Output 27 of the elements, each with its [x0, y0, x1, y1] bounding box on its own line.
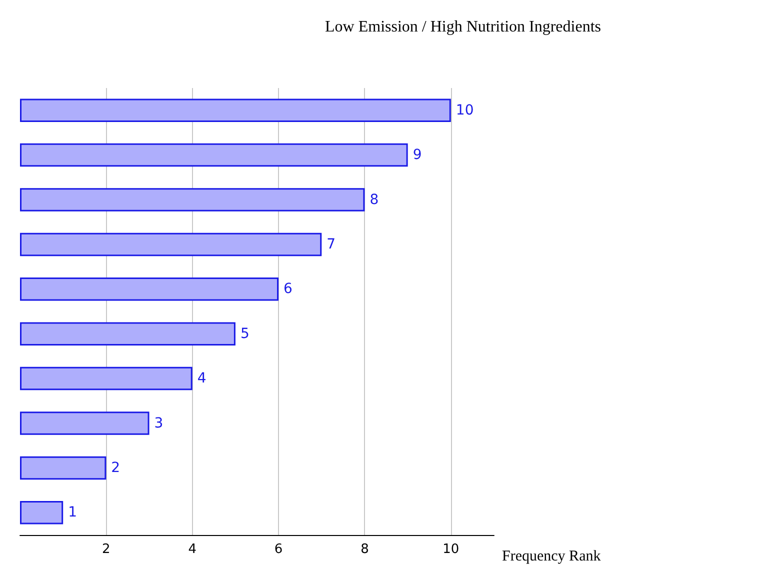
bar: [20, 501, 64, 524]
x-axis-title: Frequency Rank: [502, 548, 602, 564]
data-label: 10: [456, 102, 474, 118]
bar: [20, 98, 451, 122]
bar: [20, 366, 192, 390]
bar: [20, 322, 236, 346]
data-label: 2: [111, 460, 120, 476]
bar: [20, 278, 279, 301]
x-tick-label: 6: [274, 542, 283, 557]
data-label: 1: [68, 504, 78, 521]
data-label: 4: [197, 370, 206, 387]
data-label: 5: [240, 326, 250, 342]
x-tick-label: 10: [442, 542, 460, 557]
x-tick-label: 2: [102, 542, 110, 557]
bar: [20, 412, 150, 435]
bar: [20, 232, 322, 256]
bar: [20, 143, 408, 167]
data-label: 9: [412, 147, 422, 164]
data-label: 7: [326, 236, 336, 252]
bar: [20, 188, 365, 212]
chart-title: Low Emission / High Nutrition Ingredients: [325, 18, 601, 36]
data-label: 3: [154, 415, 164, 432]
data-label: 8: [370, 192, 379, 208]
x-tick-label: 4: [188, 542, 197, 557]
bar: [20, 456, 106, 480]
x-tick-label: 8: [360, 542, 369, 557]
data-label: 6: [284, 281, 293, 298]
